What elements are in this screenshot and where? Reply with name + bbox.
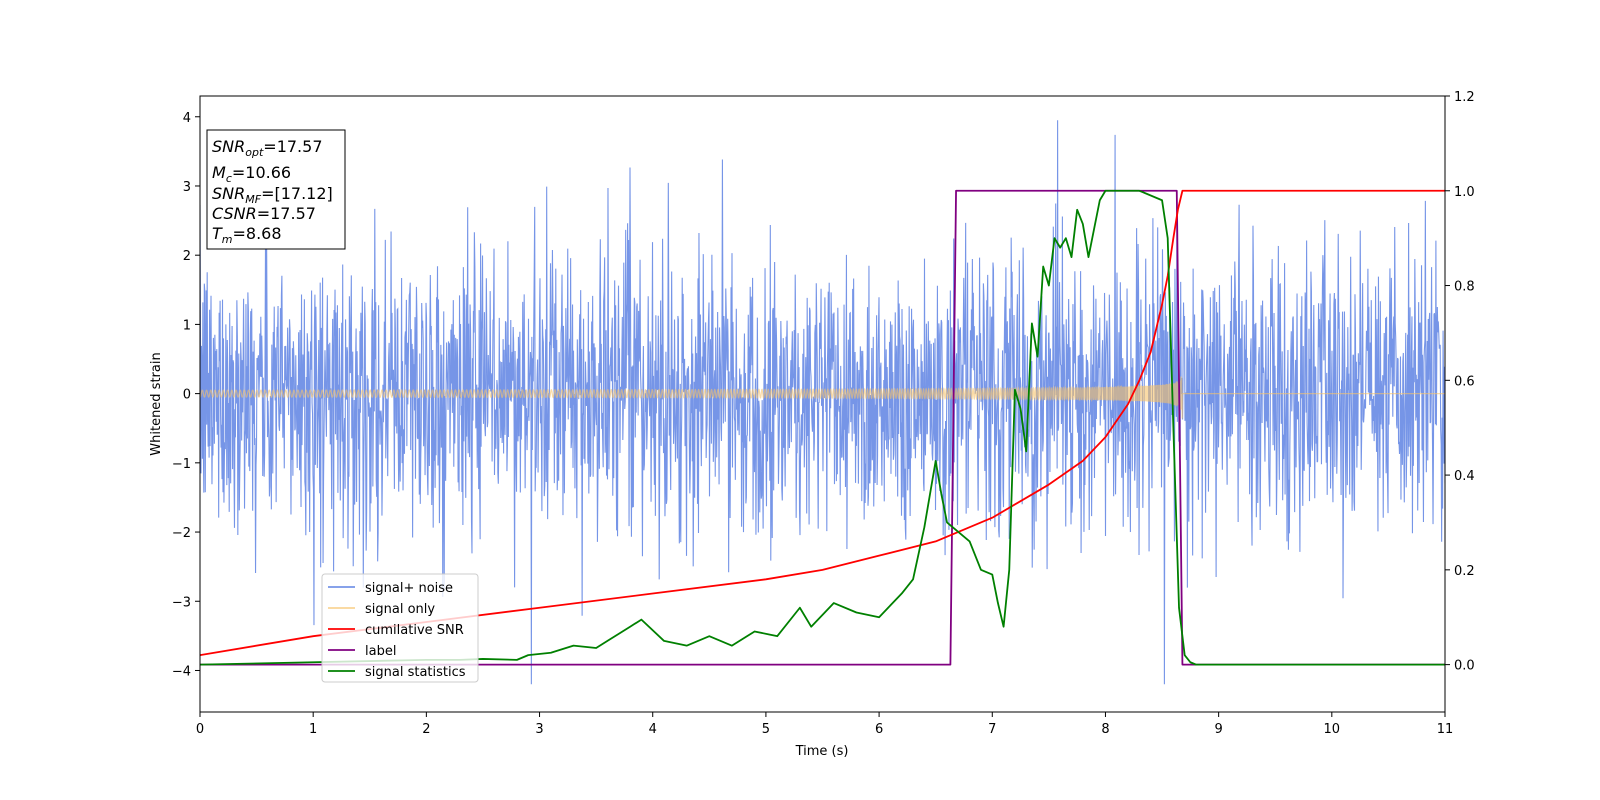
x-axis-label: Time (s): [795, 744, 849, 759]
y2-tick-label: 1.0: [1454, 185, 1475, 200]
legend: signal+ noise signal only cumilative SNR la…: [321, 573, 479, 683]
legend-label: signal+ noise: [365, 581, 453, 596]
annotation-line: Tm=8.68: [212, 224, 282, 246]
y2-tick-label: 0.4: [1454, 469, 1475, 484]
y-axis-left: −4 −3 −2 −1 0 1 2 3 4: [172, 111, 200, 679]
x-tick-label: 10: [1324, 722, 1341, 737]
x-tick-label: 7: [988, 722, 996, 737]
series-signal-only-line: [200, 376, 1445, 419]
series-signal-noise-line: [200, 120, 1445, 685]
x-axis: 0 1 2 3 4 5 6 7 8 9 10 11: [196, 712, 1453, 737]
x-tick-label: 3: [535, 722, 543, 737]
annotation-line: CSNR=17.57: [212, 204, 316, 223]
x-tick-label: 8: [1101, 722, 1109, 737]
y2-tick-label: 0.0: [1454, 659, 1475, 674]
y-axis-right: 0.0 0.2 0.4 0.6 0.8 1.0 1.2: [1445, 90, 1475, 674]
y-tick-label: −4: [172, 664, 191, 679]
y-tick-label: 3: [183, 180, 191, 195]
annotation-line: Mc=10.66: [212, 163, 291, 185]
annotation-line: SNRMF=[17.12]: [212, 184, 333, 206]
y-axis-label: Whitened strain: [149, 352, 164, 455]
x-tick-label: 6: [875, 722, 883, 737]
series-signal-statistics-line: [200, 189, 1445, 666]
annotation-line: SNRopt=17.57: [212, 137, 323, 159]
x-tick-label: 2: [422, 722, 430, 737]
legend-label: cumilative SNR: [365, 623, 464, 638]
legend-label: label: [365, 644, 396, 659]
plot-frame: [199, 95, 1446, 713]
x-tick-label: 4: [649, 722, 657, 737]
legend-frame: [321, 573, 479, 683]
y-tick-label: 0: [183, 388, 191, 403]
x-tick-label: 9: [1214, 722, 1222, 737]
legend-label: signal only: [365, 602, 435, 617]
annotation-box: SNRopt=17.57 Mc=10.66SNRMF=[17.12]CSNR=17…: [206, 129, 346, 250]
x-tick-label: 5: [762, 722, 770, 737]
x-tick-label: 1: [309, 722, 317, 737]
annotation-frame: [206, 129, 346, 250]
x-tick-label: 11: [1437, 722, 1454, 737]
y2-tick-label: 0.6: [1454, 374, 1475, 389]
y2-tick-label: 1.2: [1454, 90, 1475, 105]
series-cumulative-snr-line: [200, 189, 1445, 657]
x-tick-label: 0: [196, 722, 204, 737]
y2-tick-label: 0.2: [1454, 564, 1475, 579]
y-tick-label: −2: [172, 526, 191, 541]
series-layer: [200, 120, 1445, 685]
y-tick-label: 1: [183, 318, 191, 333]
y-tick-label: −1: [172, 457, 191, 472]
y-tick-label: 4: [183, 111, 191, 126]
y-tick-label: 2: [183, 249, 191, 264]
y2-tick-label: 0.8: [1454, 280, 1475, 295]
legend-label: signal statistics: [365, 665, 466, 680]
y-tick-label: −3: [172, 595, 191, 610]
